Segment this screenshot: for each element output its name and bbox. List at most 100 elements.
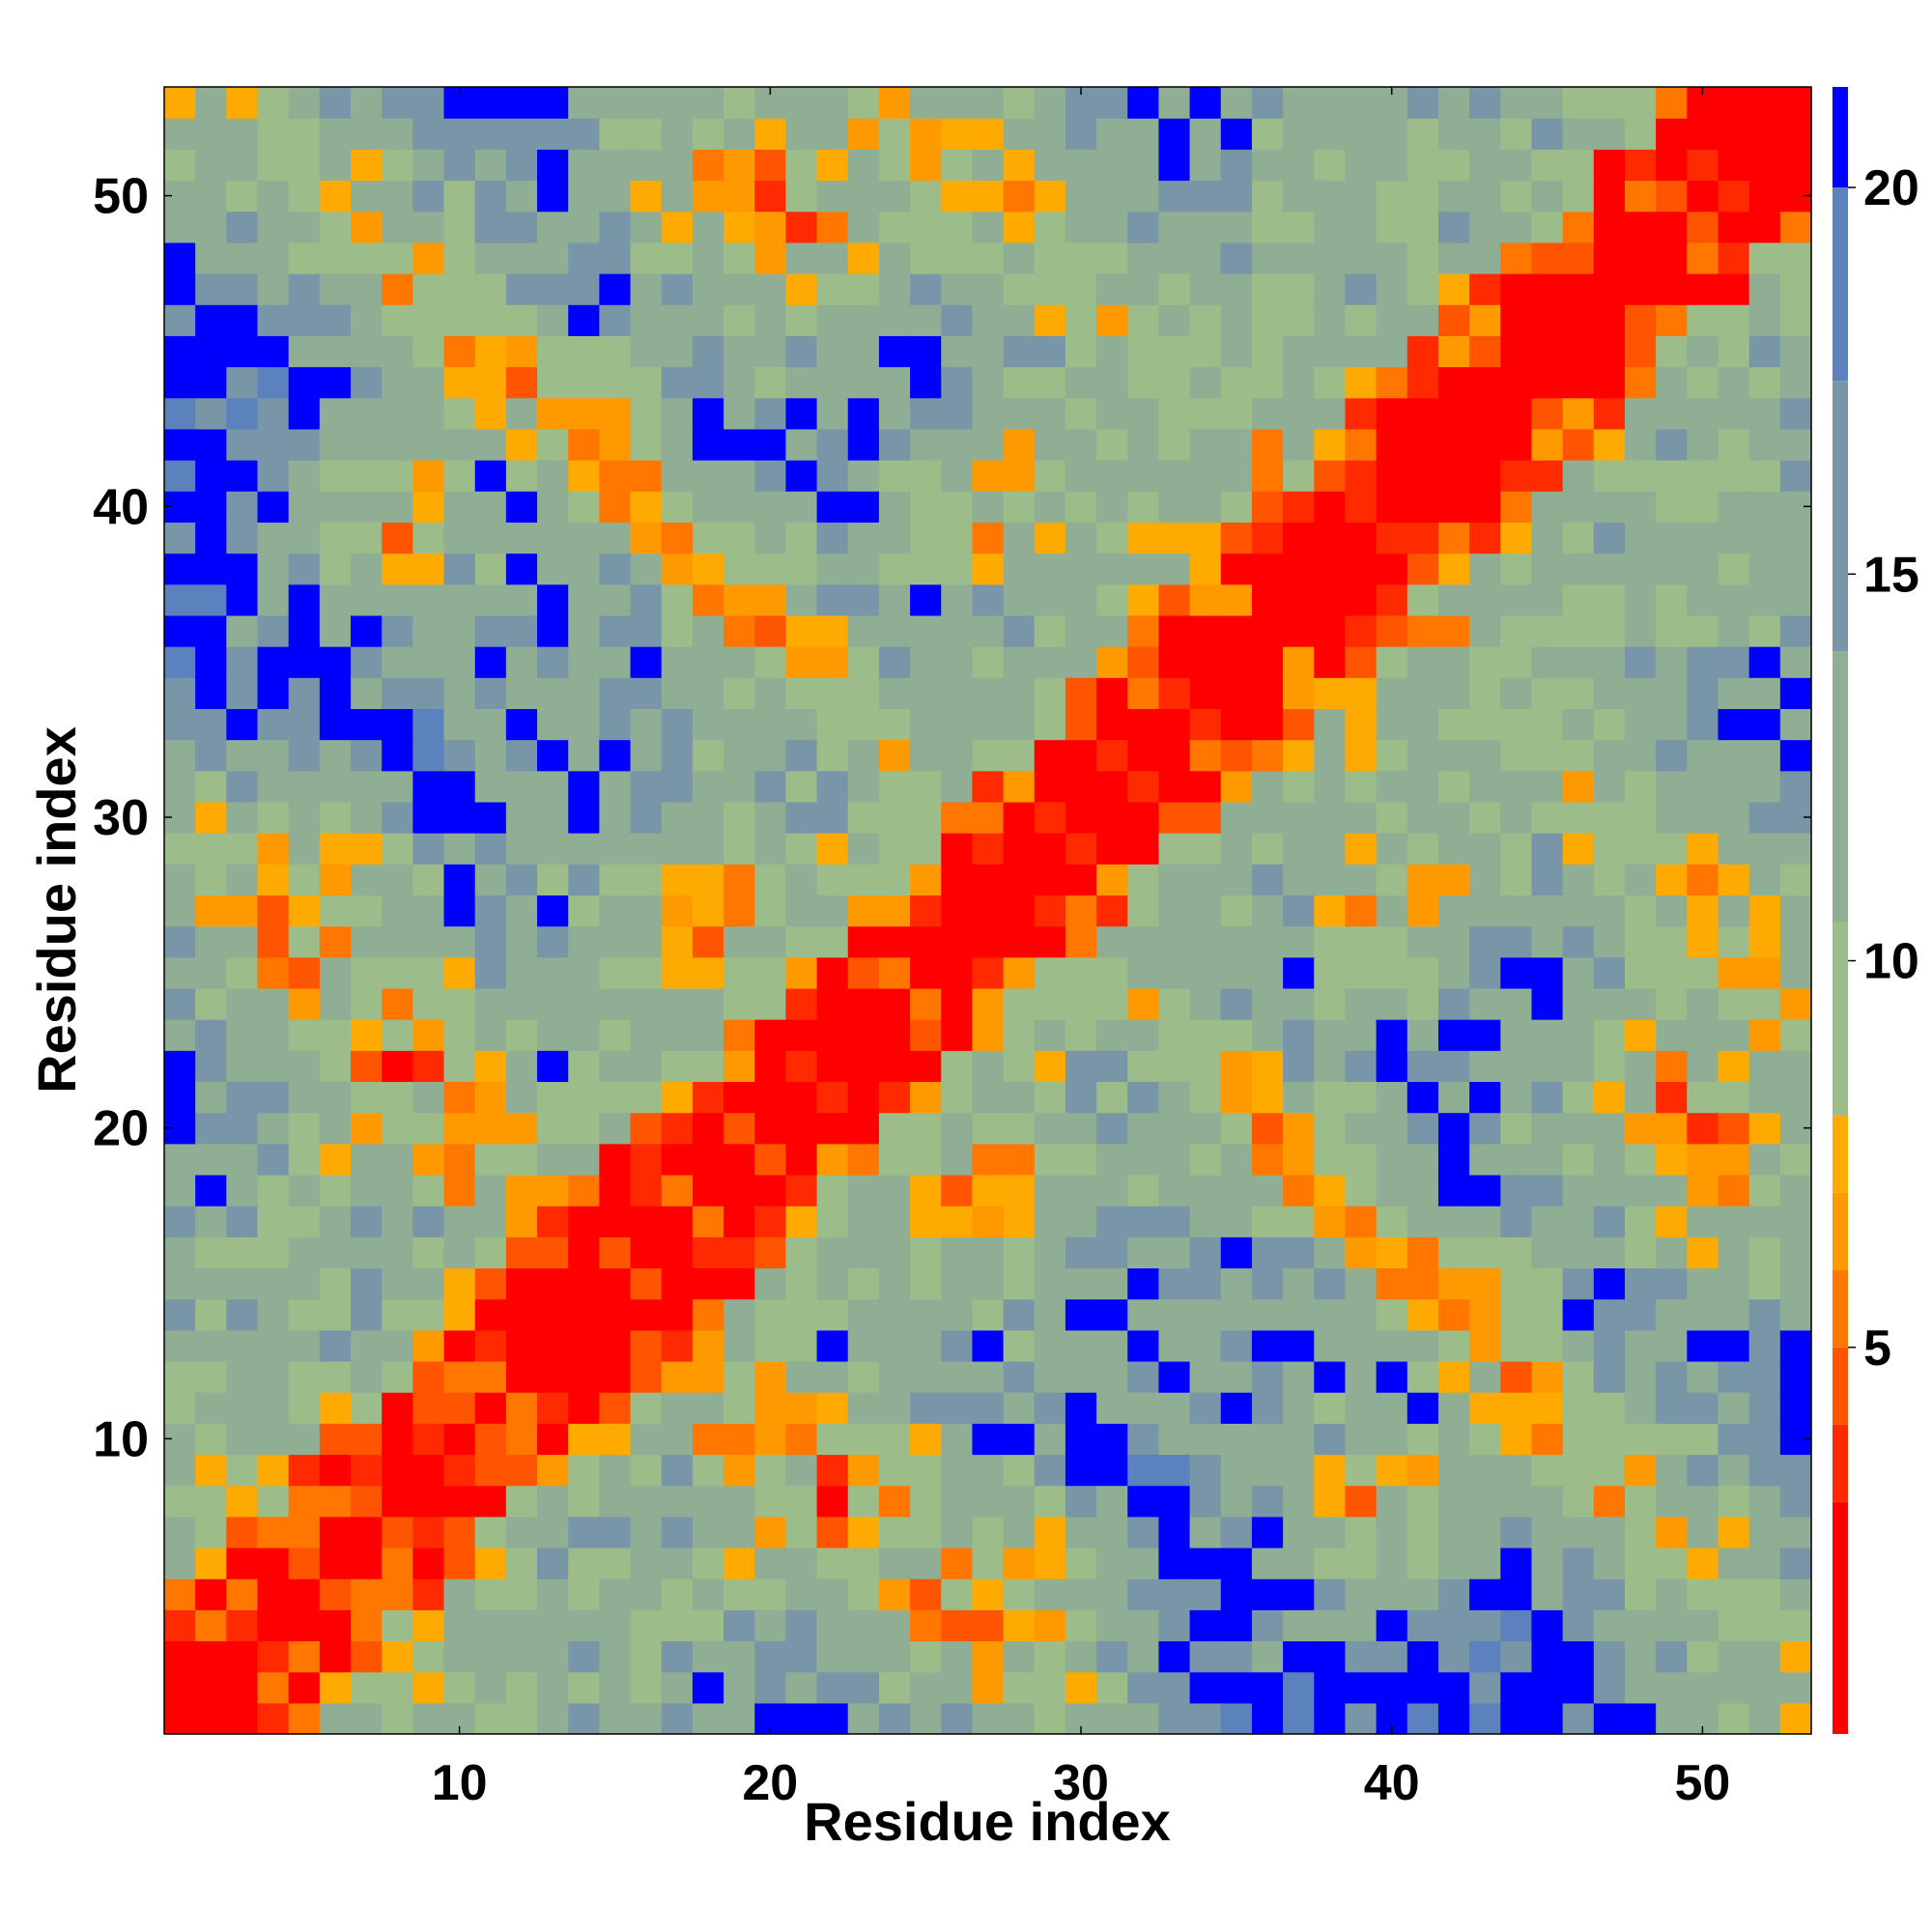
heatmap-cell (910, 149, 942, 182)
heatmap-cell (1500, 491, 1533, 523)
heatmap-cell (537, 864, 569, 896)
heatmap-cell (661, 1298, 694, 1331)
heatmap-cell (972, 583, 1005, 616)
heatmap-cell (785, 1547, 818, 1579)
heatmap-cell (661, 1547, 694, 1579)
heatmap-cell (661, 987, 694, 1020)
heatmap-cell (1189, 614, 1222, 647)
heatmap-cell (288, 1112, 321, 1145)
heatmap-cell (1437, 428, 1470, 461)
heatmap-cell (195, 1547, 227, 1579)
heatmap-cell (1718, 1578, 1750, 1610)
heatmap-cell (319, 895, 352, 927)
heatmap-cell (319, 180, 352, 213)
heatmap-cell (972, 1081, 1005, 1114)
heatmap-cell (1096, 956, 1128, 989)
heatmap-cell (226, 1671, 259, 1704)
heatmap-cell (785, 1174, 818, 1207)
heatmap-cell (1718, 428, 1750, 461)
heatmap-cell (382, 1298, 413, 1331)
heatmap-cell (878, 304, 911, 336)
heatmap-cell (443, 925, 476, 958)
heatmap-cell (288, 1050, 321, 1083)
heatmap-cell (1314, 553, 1347, 585)
heatmap-cell (1220, 1360, 1253, 1393)
heatmap-cell (1500, 987, 1533, 1020)
heatmap-cell (1406, 304, 1439, 336)
heatmap-cell (1562, 1267, 1595, 1300)
heatmap-cell (195, 118, 227, 150)
heatmap-cell (1065, 1298, 1097, 1331)
heatmap-cell (351, 708, 383, 741)
heatmap-cell (1220, 1174, 1253, 1207)
heatmap-cell (1189, 87, 1222, 119)
heatmap-cell (1687, 1050, 1719, 1083)
heatmap-cell (785, 864, 818, 896)
heatmap-cell (878, 1112, 911, 1145)
heatmap-cell (1531, 925, 1564, 958)
heatmap-cell (412, 801, 445, 834)
heatmap-cell (1406, 1609, 1439, 1642)
heatmap-cell (505, 491, 538, 523)
heatmap-cell (1220, 118, 1253, 150)
heatmap-cell (1034, 614, 1066, 647)
heatmap-cell (195, 739, 227, 772)
heatmap-cell (474, 739, 507, 772)
heatmap-cell (724, 335, 755, 368)
heatmap-cell (1096, 1112, 1128, 1145)
heatmap-cell (692, 1236, 724, 1269)
heatmap-cell (754, 801, 786, 834)
heatmap-cell (941, 1081, 974, 1114)
heatmap-cell (1437, 273, 1470, 305)
heatmap-cell (1251, 583, 1284, 616)
heatmap-cell (724, 304, 755, 336)
heatmap-cell (1158, 1702, 1191, 1735)
heatmap-cell (1718, 987, 1750, 1020)
heatmap-cell (1624, 397, 1657, 430)
heatmap-cell (1624, 1236, 1657, 1269)
heatmap-cell (195, 1454, 227, 1487)
heatmap-cell (1189, 1671, 1222, 1704)
heatmap-cell (599, 1081, 632, 1114)
heatmap-cell (785, 366, 818, 399)
heatmap-cell (568, 1360, 600, 1393)
heatmap-cell (474, 1174, 507, 1207)
heatmap-cell (226, 1298, 259, 1331)
heatmap-cell (724, 1019, 755, 1051)
heatmap-cell (319, 211, 352, 243)
heatmap-cell (1189, 1609, 1222, 1642)
heatmap-cell (351, 1206, 383, 1237)
heatmap-cell (1531, 1640, 1564, 1673)
heatmap-cell (1189, 1298, 1222, 1331)
heatmap-cell (1065, 1112, 1097, 1145)
heatmap-cell (1687, 770, 1719, 803)
heatmap-cell (847, 1609, 880, 1642)
heatmap-cell (226, 1081, 259, 1114)
heatmap-cell (661, 895, 694, 927)
heatmap-cell (474, 1236, 507, 1269)
heatmap-cell (941, 87, 974, 119)
heatmap-cell (1437, 895, 1470, 927)
heatmap-cell (1406, 925, 1439, 958)
heatmap-cell (1779, 1516, 1812, 1548)
heatmap-cell (1718, 1019, 1750, 1051)
heatmap-cell (1251, 864, 1284, 896)
heatmap-cell (724, 273, 755, 305)
heatmap-cell (1065, 1081, 1097, 1114)
heatmap-cell (1189, 491, 1222, 523)
heatmap-cell (724, 770, 755, 803)
heatmap-cell (351, 770, 383, 803)
heatmap-cell (1314, 1081, 1347, 1114)
heatmap-cell (630, 1578, 663, 1610)
heatmap-cell (1718, 118, 1750, 150)
heatmap-cell (382, 1360, 413, 1393)
heatmap-cell (288, 1671, 321, 1704)
heatmap-cell (1003, 1516, 1036, 1548)
heatmap-cell (1593, 1206, 1626, 1237)
heatmap-cell (1314, 1516, 1347, 1548)
heatmap-cell (1003, 1236, 1036, 1269)
heatmap-cell (319, 1050, 352, 1083)
heatmap-cell (692, 1671, 724, 1704)
heatmap-cell (1779, 1547, 1812, 1579)
